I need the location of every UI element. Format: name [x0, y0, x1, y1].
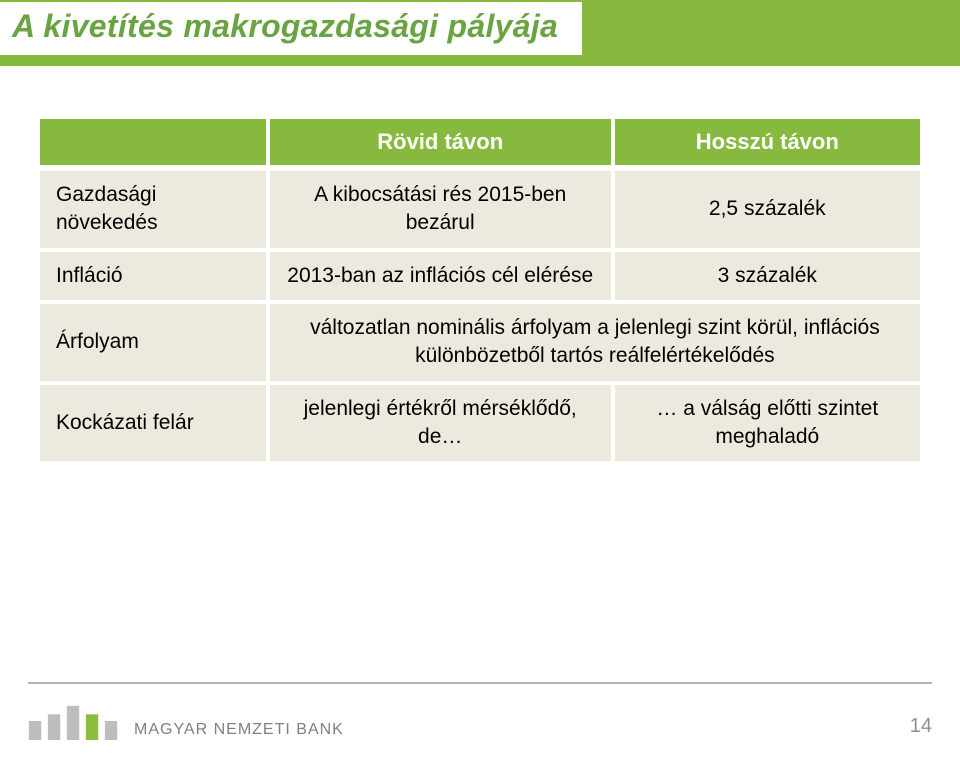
row-short: A kibocsátási rés 2015-ben bezárul — [268, 168, 613, 250]
row-label: Árfolyam — [38, 302, 268, 383]
row-label: Kockázati felár — [38, 383, 268, 464]
footer-divider — [28, 682, 932, 684]
row-long: 3 százalék — [613, 250, 922, 302]
footer-inner: MAGYAR NEMZETI BANK 14 — [28, 702, 932, 740]
table-row: Infláció 2013-ban az inflációs cél eléré… — [38, 250, 922, 302]
mnb-logo-bars-icon — [28, 702, 120, 740]
page-number: 14 — [910, 715, 932, 740]
row-long: … a válság előtti szintet meghaladó — [613, 383, 922, 464]
table-header-row: Rövid távon Hosszú távon — [38, 117, 922, 168]
row-label: Infláció — [38, 250, 268, 302]
row-label: Gazdasági növekedés — [38, 168, 268, 250]
macro-path-table: Rövid távon Hosszú távon Gazdasági növek… — [36, 115, 924, 465]
slide-footer: MAGYAR NEMZETI BANK 14 — [0, 682, 960, 764]
table-row: Kockázati felár jelenlegi értékről mérsé… — [38, 383, 922, 464]
row-short: jelenlegi értékről mérséklődő, de… — [268, 383, 613, 464]
row-short: 2013-ban az inflációs cél elérése — [268, 250, 613, 302]
table-header-short: Rövid távon — [268, 117, 613, 168]
row-span: változatlan nominális árfolyam a jelenle… — [268, 302, 922, 383]
page-title: A kivetítés makrogazdasági pályája — [12, 8, 558, 45]
title-ribbon: A kivetítés makrogazdasági pályája — [0, 2, 582, 55]
table-header-long: Hosszú távon — [613, 117, 922, 168]
table-row: Árfolyam változatlan nominális árfolyam … — [38, 302, 922, 383]
bank-name: MAGYAR NEMZETI BANK — [134, 721, 344, 740]
table-header-blank — [38, 117, 268, 168]
slide-body: Rövid távon Hosszú távon Gazdasági növek… — [0, 55, 960, 465]
row-long: 2,5 százalék — [613, 168, 922, 250]
mnb-logo: MAGYAR NEMZETI BANK — [28, 702, 344, 740]
table-row: Gazdasági növekedés A kibocsátási rés 20… — [38, 168, 922, 250]
